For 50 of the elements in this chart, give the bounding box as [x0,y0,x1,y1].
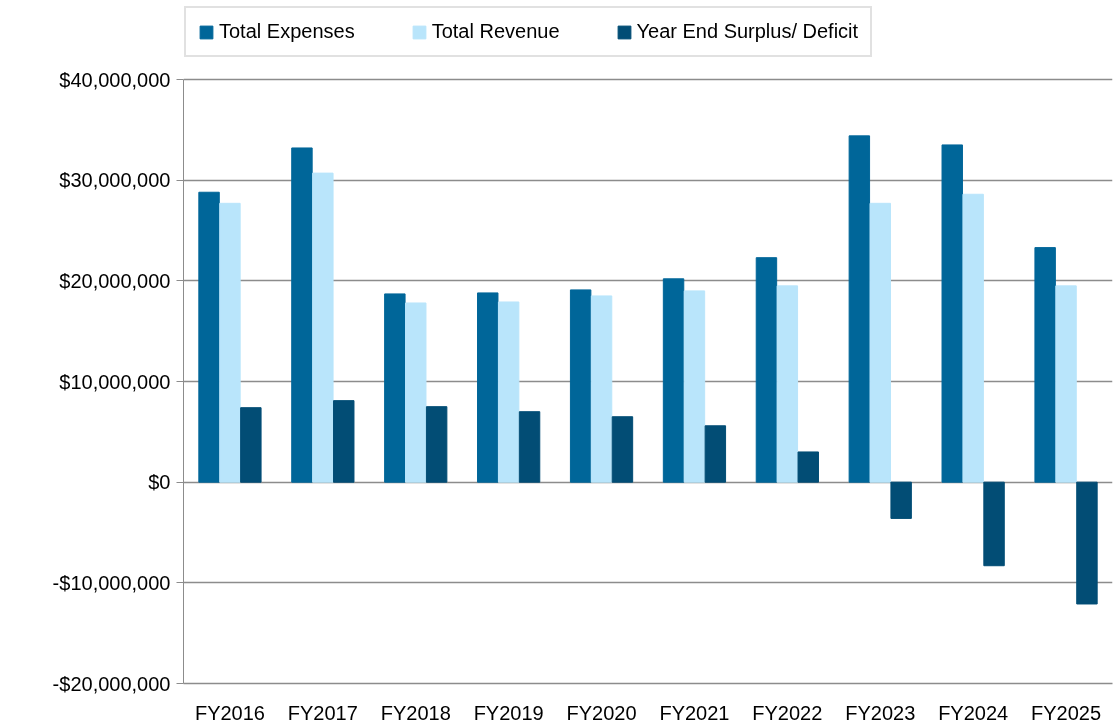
bar [291,147,313,483]
y-tick-label: $20,000,000 [59,269,171,292]
bar [312,172,334,483]
y-tick-label: $40,000,000 [59,68,171,91]
bar [611,416,634,483]
bar [941,144,963,483]
bar [683,290,706,483]
bar [890,481,912,519]
x-tick-label: FY2022 [752,701,823,724]
legend-label: Total Expenses [219,20,355,43]
x-tick-label: FY2018 [380,701,451,724]
bar [384,293,406,483]
x-tick-label: FY2021 [659,701,730,724]
x-tick-label: FY2023 [845,701,916,724]
x-tick-label: FY2019 [473,701,544,724]
bar [848,135,871,483]
bar [1034,247,1056,483]
y-tick-label: -$20,000,000 [52,672,171,695]
y-tick-label: -$10,000,000 [52,571,171,594]
bar [1076,481,1098,605]
bar [962,193,984,483]
y-tick-label: $10,000,000 [59,370,171,393]
bar [198,191,220,483]
legend-label: Total Revenue [431,20,560,43]
bar [405,302,427,483]
bar [662,278,685,483]
x-tick-label: FY2025 [1031,701,1102,724]
bar [569,289,592,483]
bar [1055,285,1077,483]
bar [776,285,799,483]
bar [518,411,541,483]
bar [983,481,1005,567]
bar [755,257,778,483]
bar [240,407,262,483]
bar [797,451,819,483]
bar [333,400,355,483]
y-tick-label: $0 [148,471,171,494]
x-tick-label: FY2020 [566,701,637,724]
bar [869,202,891,483]
x-tick-label: FY2024 [938,701,1009,724]
bar [477,292,499,483]
bar [219,202,241,483]
y-tick-label: $30,000,000 [59,169,171,192]
bar [425,406,448,483]
x-tick-label: FY2017 [287,701,358,724]
bar [590,295,613,483]
bar [497,301,520,483]
x-tick-label: FY2016 [194,701,265,724]
bar [704,425,727,483]
legend-label: Year End Surplus/ Deficit [636,20,859,43]
